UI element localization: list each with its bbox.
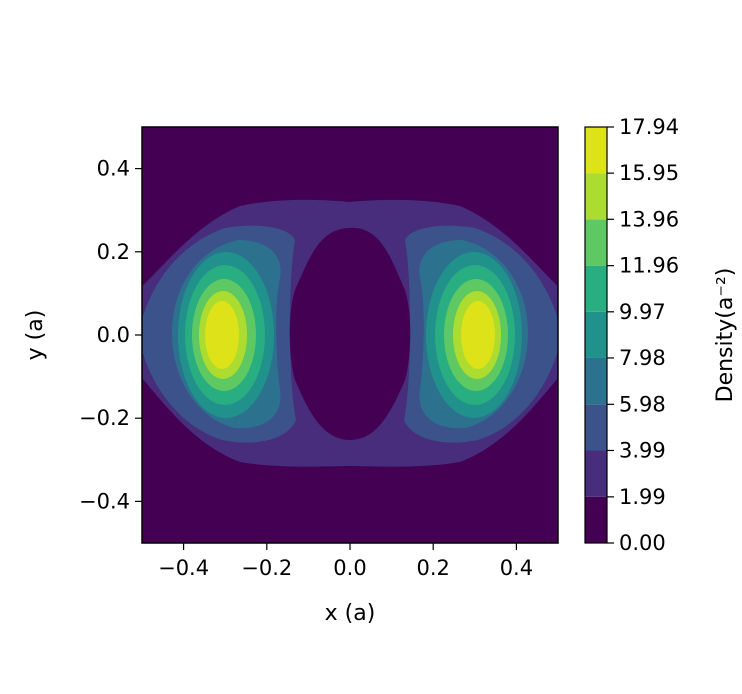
x-tick-label: 0.0 [333, 556, 366, 580]
contour-band-level-8 [461, 301, 495, 369]
colorbar-segment [585, 311, 607, 358]
colorbar-ticks: 0.00 1.99 3.99 5.98 7.98 9.97 11.96 13.96 15.95 1… [607, 115, 679, 555]
colorbar-segment [585, 450, 607, 497]
colorbar-tick-label: 9.97 [619, 300, 666, 324]
colorbar-segment [585, 265, 607, 312]
y-axis-label: y (a) [23, 310, 48, 361]
colorbar-tick-label: 1.99 [619, 485, 666, 509]
y-axis: −0.4 −0.2 0.0 0.2 0.4 [79, 157, 142, 513]
x-tick-label: 0.2 [416, 556, 449, 580]
colorbar-tick-label: 17.94 [619, 115, 679, 139]
y-tick-label: 0.2 [97, 240, 130, 264]
colorbar-tick-label: 15.95 [619, 161, 679, 185]
contour-band-level-8 [205, 301, 239, 369]
colorbar-tick-label: 13.96 [619, 207, 679, 231]
y-tick-label: −0.4 [79, 489, 130, 513]
contour-plot [142, 199, 558, 467]
colorbar-label: Density(a⁻²) [713, 268, 738, 403]
x-tick-label: 0.4 [500, 556, 533, 580]
colorbar-label-text: Density(a⁻²) [713, 268, 738, 403]
colorbar-tick-label: 11.96 [619, 254, 679, 278]
colorbar-tick-label: 5.98 [619, 392, 666, 416]
y-tick-label: 0.4 [97, 157, 130, 181]
colorbar-tick-label: 7.98 [619, 346, 666, 370]
x-tick-label: −0.4 [158, 556, 209, 580]
colorbar-tick-label: 3.99 [619, 438, 666, 462]
y-tick-label: −0.2 [79, 406, 130, 430]
colorbar-segment [585, 357, 607, 405]
colorbar-frame [584, 126, 608, 544]
colorbar [585, 127, 607, 543]
x-axis: −0.4 −0.2 0.0 0.2 0.4 [158, 543, 533, 580]
x-tick-label: −0.2 [241, 556, 292, 580]
x-axis-label: x (a) [325, 601, 376, 626]
colorbar-segment [585, 127, 607, 174]
contour-central-hole [289, 227, 411, 440]
y-tick-label: 0.0 [97, 323, 130, 347]
colorbar-segment [585, 496, 607, 543]
colorbar-segment [585, 219, 607, 266]
colorbar-tick-label: 0.00 [619, 531, 666, 555]
colorbar-segment [585, 404, 607, 451]
colorbar-segment [585, 173, 607, 220]
